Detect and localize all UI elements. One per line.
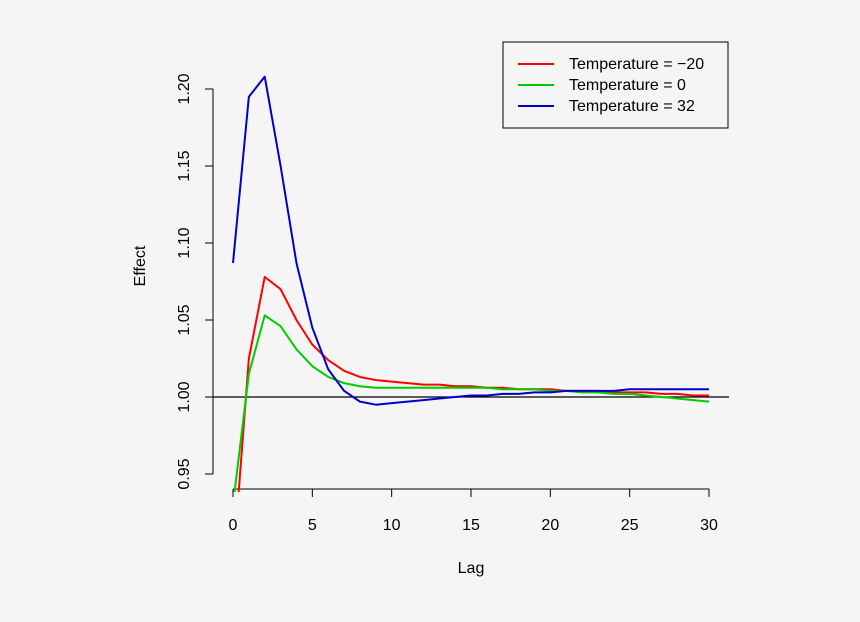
legend-label: Temperature = −20 <box>569 56 704 73</box>
x-axis-label: Lag <box>458 560 485 577</box>
series-line-2 <box>232 75 709 406</box>
series-line-0 <box>237 275 709 492</box>
series-line-1 <box>233 314 710 492</box>
legend-box <box>502 41 729 129</box>
x-tick-label: 20 <box>541 517 559 534</box>
axes: 0 5 10 15 20 25 30 0.95 1.00 1.05 1.10 1.15 1.20 <box>176 73 718 534</box>
y-axis-label: Effect <box>132 245 149 286</box>
y-tick-label: 0.95 <box>176 458 193 489</box>
y-tick-label: 1.00 <box>176 381 193 412</box>
y-tick-label: 1.05 <box>176 304 193 335</box>
x-tick-label: 10 <box>383 517 401 534</box>
x-tick-label: 25 <box>621 517 639 534</box>
series-group <box>232 75 710 492</box>
x-tick-label: 30 <box>700 517 718 534</box>
legend: Temperature = −20 Temperature = 0 Temperat… <box>502 41 729 129</box>
x-tick-label: 0 <box>229 517 238 534</box>
y-tick-label: 1.10 <box>176 227 193 258</box>
x-tick-label: 5 <box>308 517 317 534</box>
x-tick-label: 15 <box>462 517 480 534</box>
legend-label: Temperature = 32 <box>569 98 695 115</box>
legend-label: Temperature = 0 <box>569 77 686 94</box>
y-tick-label: 1.15 <box>176 150 193 181</box>
y-tick-label: 1.20 <box>176 73 193 104</box>
